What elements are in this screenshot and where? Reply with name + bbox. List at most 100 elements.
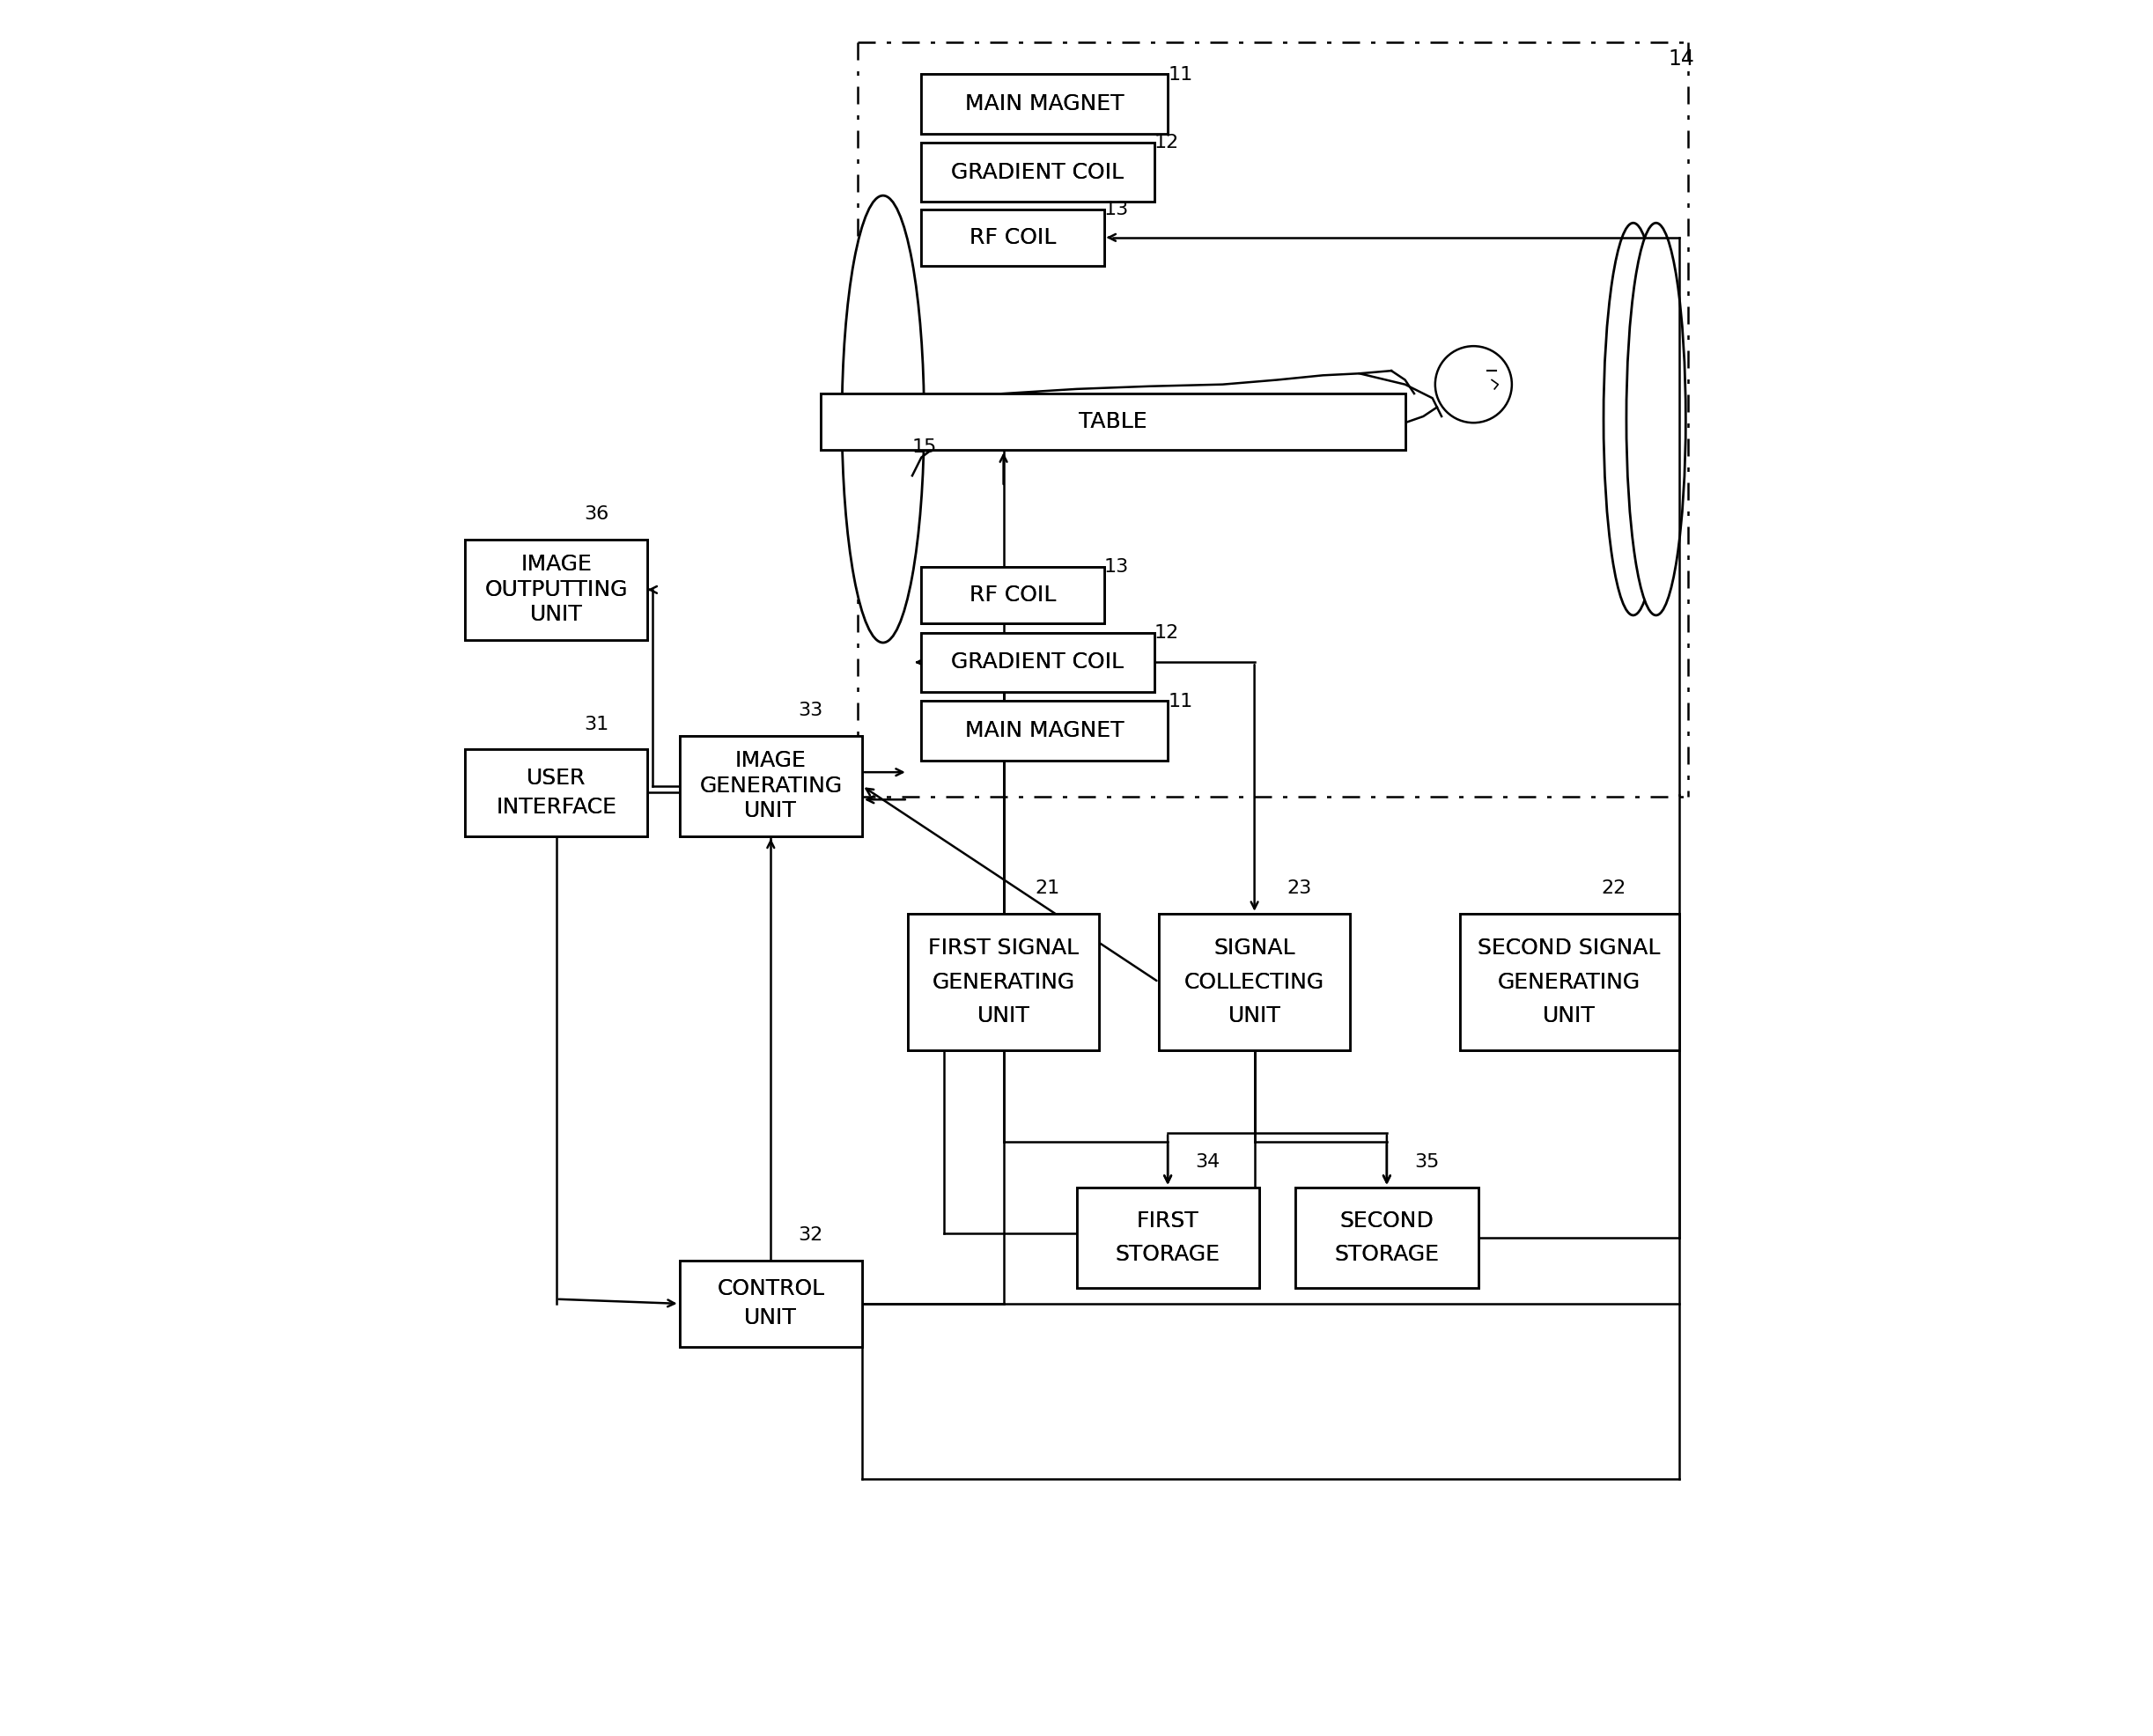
FancyBboxPatch shape — [465, 750, 648, 837]
Text: MAIN MAGNET: MAIN MAGNET — [965, 94, 1124, 115]
Text: USER: USER — [527, 767, 586, 788]
FancyBboxPatch shape — [820, 394, 1406, 450]
Text: UNIT: UNIT — [977, 1005, 1029, 1026]
Text: IMAGE: IMAGE — [734, 750, 807, 771]
Text: UNIT: UNIT — [745, 1307, 797, 1328]
Text: UNIT: UNIT — [745, 800, 797, 821]
Text: 11: 11 — [1167, 66, 1193, 83]
Text: 13: 13 — [1104, 201, 1128, 219]
Text: MAIN MAGNET: MAIN MAGNET — [965, 94, 1124, 115]
Text: UNIT: UNIT — [977, 1005, 1029, 1026]
Text: UNIT: UNIT — [1227, 1005, 1281, 1026]
Text: 31: 31 — [583, 715, 609, 733]
Text: STORAGE: STORAGE — [1115, 1243, 1221, 1266]
Text: 21: 21 — [1036, 880, 1059, 898]
Text: STORAGE: STORAGE — [1335, 1243, 1438, 1266]
Text: FIRST: FIRST — [1137, 1210, 1199, 1231]
FancyBboxPatch shape — [921, 701, 1167, 760]
FancyBboxPatch shape — [921, 568, 1104, 623]
Text: 22: 22 — [1602, 880, 1626, 898]
FancyBboxPatch shape — [1076, 1187, 1260, 1288]
FancyBboxPatch shape — [921, 75, 1167, 134]
Text: IMAGE: IMAGE — [734, 750, 807, 771]
Text: SIGNAL: SIGNAL — [1214, 937, 1296, 958]
FancyBboxPatch shape — [1158, 913, 1350, 1050]
Text: COLLECTING: COLLECTING — [1184, 972, 1324, 993]
Text: 32: 32 — [799, 1226, 822, 1245]
Text: GRADIENT COIL: GRADIENT COIL — [952, 651, 1124, 674]
Text: UNIT: UNIT — [1544, 1005, 1595, 1026]
FancyBboxPatch shape — [680, 736, 861, 837]
Text: OUTPUTTING: OUTPUTTING — [484, 580, 629, 601]
Text: GENERATING: GENERATING — [700, 776, 842, 797]
Text: 36: 36 — [583, 505, 609, 523]
FancyBboxPatch shape — [921, 632, 1154, 693]
Text: 13: 13 — [1104, 559, 1128, 576]
FancyBboxPatch shape — [465, 750, 648, 837]
Text: USER: USER — [527, 767, 586, 788]
FancyBboxPatch shape — [680, 1260, 861, 1347]
Text: SECOND: SECOND — [1339, 1210, 1434, 1231]
Text: GRADIENT COIL: GRADIENT COIL — [952, 161, 1124, 182]
Text: 33: 33 — [799, 701, 822, 719]
Text: IMAGE: IMAGE — [521, 554, 592, 575]
Text: UNIT: UNIT — [745, 800, 797, 821]
Ellipse shape — [1604, 222, 1662, 615]
Text: GENERATING: GENERATING — [700, 776, 842, 797]
Text: FIRST: FIRST — [1137, 1210, 1199, 1231]
Text: SIGNAL: SIGNAL — [1214, 937, 1296, 958]
Ellipse shape — [842, 196, 924, 642]
FancyBboxPatch shape — [921, 142, 1154, 201]
Text: UNIT: UNIT — [1544, 1005, 1595, 1026]
Ellipse shape — [1626, 222, 1686, 615]
Text: UNIT: UNIT — [745, 1307, 797, 1328]
Text: STORAGE: STORAGE — [1115, 1243, 1221, 1266]
Text: 14: 14 — [1669, 49, 1694, 69]
Text: 12: 12 — [1154, 134, 1180, 151]
Text: TABLE: TABLE — [1079, 411, 1148, 432]
FancyBboxPatch shape — [1076, 1187, 1260, 1288]
Text: INTERFACE: INTERFACE — [495, 797, 616, 818]
Text: RF COIL: RF COIL — [969, 227, 1055, 248]
Text: CONTROL: CONTROL — [717, 1279, 825, 1300]
Text: SECOND: SECOND — [1339, 1210, 1434, 1231]
Text: GENERATING: GENERATING — [1498, 972, 1641, 993]
Text: 23: 23 — [1285, 880, 1311, 898]
FancyBboxPatch shape — [921, 701, 1167, 760]
FancyBboxPatch shape — [1158, 913, 1350, 1050]
FancyBboxPatch shape — [465, 540, 648, 641]
FancyBboxPatch shape — [1460, 913, 1679, 1050]
FancyBboxPatch shape — [909, 913, 1100, 1050]
Text: 11: 11 — [1167, 693, 1193, 710]
FancyBboxPatch shape — [921, 568, 1104, 623]
FancyBboxPatch shape — [680, 736, 861, 837]
FancyBboxPatch shape — [921, 210, 1104, 266]
Text: RF COIL: RF COIL — [969, 227, 1055, 248]
Text: INTERFACE: INTERFACE — [495, 797, 616, 818]
Text: FIRST SIGNAL: FIRST SIGNAL — [928, 937, 1079, 958]
Text: SECOND SIGNAL: SECOND SIGNAL — [1477, 937, 1660, 958]
Text: MAIN MAGNET: MAIN MAGNET — [965, 720, 1124, 741]
Text: STORAGE: STORAGE — [1335, 1243, 1438, 1266]
FancyBboxPatch shape — [820, 394, 1406, 450]
Text: RF COIL: RF COIL — [969, 585, 1055, 606]
Text: TABLE: TABLE — [1079, 411, 1148, 432]
Text: MAIN MAGNET: MAIN MAGNET — [965, 720, 1124, 741]
Text: GENERATING: GENERATING — [932, 972, 1074, 993]
FancyBboxPatch shape — [921, 210, 1104, 266]
Text: GRADIENT COIL: GRADIENT COIL — [952, 651, 1124, 674]
Text: OUTPUTTING: OUTPUTTING — [484, 580, 629, 601]
Text: UNIT: UNIT — [1227, 1005, 1281, 1026]
FancyBboxPatch shape — [465, 540, 648, 641]
FancyBboxPatch shape — [1296, 1187, 1479, 1288]
Text: FIRST SIGNAL: FIRST SIGNAL — [928, 937, 1079, 958]
Text: 35: 35 — [1415, 1153, 1438, 1170]
Text: 15: 15 — [913, 437, 937, 455]
Text: GRADIENT COIL: GRADIENT COIL — [952, 161, 1124, 182]
Text: COLLECTING: COLLECTING — [1184, 972, 1324, 993]
FancyBboxPatch shape — [921, 142, 1154, 201]
Text: SECOND SIGNAL: SECOND SIGNAL — [1477, 937, 1660, 958]
FancyBboxPatch shape — [909, 913, 1100, 1050]
Circle shape — [1436, 345, 1511, 424]
Text: UNIT: UNIT — [530, 604, 583, 625]
